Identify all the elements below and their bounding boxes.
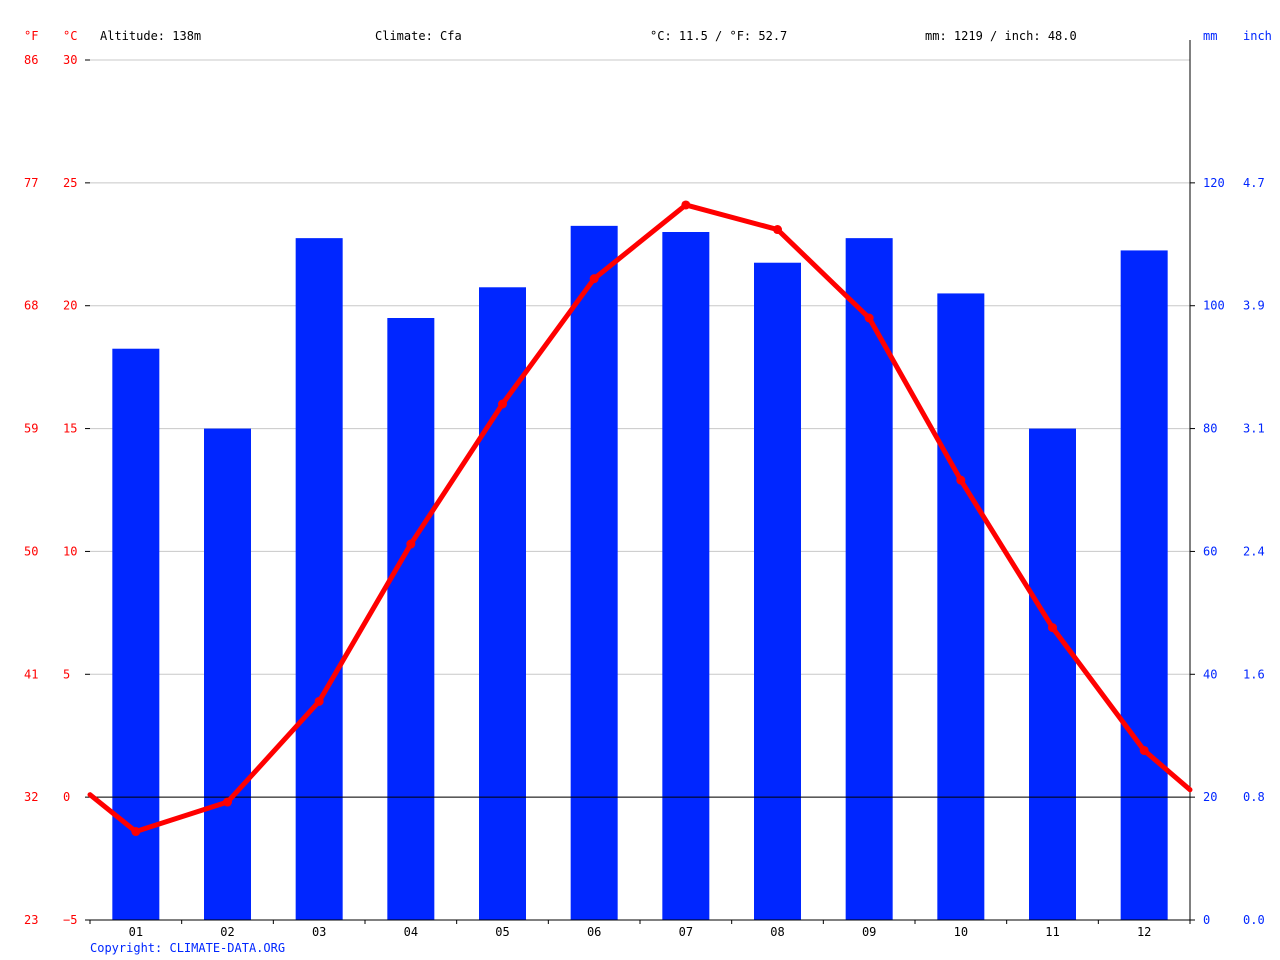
month-tick-label: 02 (220, 925, 234, 939)
fahrenheit-tick-label: 77 (24, 176, 38, 190)
average-temperature-label: °C: 11.5 / °F: 52.7 (650, 29, 787, 43)
total-precipitation-label: mm: 1219 / inch: 48.0 (925, 29, 1077, 43)
precipitation-bar (479, 287, 526, 920)
mm-tick-label: 60 (1203, 544, 1217, 558)
precipitation-bar (387, 318, 435, 920)
temperature-point (406, 539, 416, 549)
celsius-tick-label: −5 (63, 913, 77, 927)
temperature-point (864, 313, 874, 323)
fahrenheit-unit-label: °F (24, 29, 38, 43)
celsius-tick-label: 15 (63, 422, 77, 436)
altitude-label: Altitude: 138m (100, 29, 201, 43)
celsius-tick-label: 10 (63, 544, 77, 558)
temperature-point (681, 200, 691, 210)
precipitation-bar (662, 232, 710, 920)
month-tick-label: 04 (404, 925, 418, 939)
copyright-label: Copyright: CLIMATE-DATA.ORG (90, 941, 285, 955)
mm-tick-label: 80 (1203, 422, 1217, 436)
fahrenheit-tick-label: 86 (24, 53, 38, 67)
precipitation-bar (1029, 428, 1076, 920)
precipitation-bar (754, 262, 801, 920)
month-tick-label: 10 (954, 925, 968, 939)
celsius-tick-label: 5 (63, 667, 70, 681)
celsius-tick-label: 25 (63, 176, 77, 190)
mm-tick-label: 20 (1203, 790, 1217, 804)
month-tick-label: 12 (1137, 925, 1151, 939)
temperature-series-line (87, 202, 1193, 835)
month-tick-label: 06 (587, 925, 601, 939)
month-tick-label: 07 (679, 925, 693, 939)
fahrenheit-tick-label: 68 (24, 299, 38, 313)
celsius-tick-label: 20 (63, 299, 77, 313)
mm-tick-label: 120 (1203, 176, 1225, 190)
precipitation-bars (112, 225, 1168, 921)
month-tick-label: 01 (129, 925, 143, 939)
temperature-point (498, 399, 507, 409)
temperature-point (1139, 745, 1149, 755)
temperature-point (131, 827, 141, 837)
mm-unit-label: mm (1203, 29, 1217, 43)
fahrenheit-tick-label: 23 (24, 913, 38, 927)
fahrenheit-tick-label: 32 (24, 790, 38, 804)
fahrenheit-tick-label: 41 (24, 667, 38, 681)
precipitation-bar (570, 225, 618, 920)
inch-tick-label: 3.9 (1243, 299, 1265, 313)
precipitation-bar (204, 428, 251, 920)
inch-tick-label: 1.6 (1243, 667, 1265, 681)
inch-unit-label: inch (1243, 29, 1272, 43)
mm-tick-label: 40 (1203, 667, 1217, 681)
month-tick-label: 05 (495, 925, 509, 939)
temperature-point (223, 797, 232, 807)
inch-tick-label: 2.4 (1243, 544, 1265, 558)
temperature-line (87, 200, 1193, 837)
inch-tick-label: 3.1 (1243, 422, 1265, 436)
inch-tick-label: 0.8 (1243, 790, 1265, 804)
axes (85, 40, 1195, 924)
precipitation-bar (845, 238, 893, 921)
month-tick-label: 08 (770, 925, 784, 939)
inch-tick-label: 4.7 (1243, 176, 1265, 190)
celsius-unit-label: °C (63, 29, 77, 43)
month-tick-label: 03 (312, 925, 326, 939)
fahrenheit-tick-label: 50 (24, 544, 38, 558)
temperature-point (589, 274, 599, 284)
precipitation-bar (295, 238, 343, 921)
precipitation-bar (1120, 250, 1168, 920)
mm-tick-label: 0 (1203, 913, 1210, 927)
temperature-point (1048, 623, 1057, 633)
celsius-tick-label: 0 (63, 790, 70, 804)
fahrenheit-tick-label: 59 (24, 422, 38, 436)
month-tick-label: 11 (1045, 925, 1059, 939)
temperature-point (773, 225, 782, 235)
mm-tick-label: 100 (1203, 299, 1225, 313)
climate-label: Climate: Cfa (375, 29, 462, 43)
temperature-point (314, 696, 324, 706)
inch-tick-label: 0.0 (1243, 913, 1265, 927)
gridlines (90, 59, 1190, 798)
temperature-point (956, 475, 966, 485)
month-tick-label: 09 (862, 925, 876, 939)
celsius-tick-label: 30 (63, 53, 77, 67)
precipitation-bar (937, 293, 985, 920)
